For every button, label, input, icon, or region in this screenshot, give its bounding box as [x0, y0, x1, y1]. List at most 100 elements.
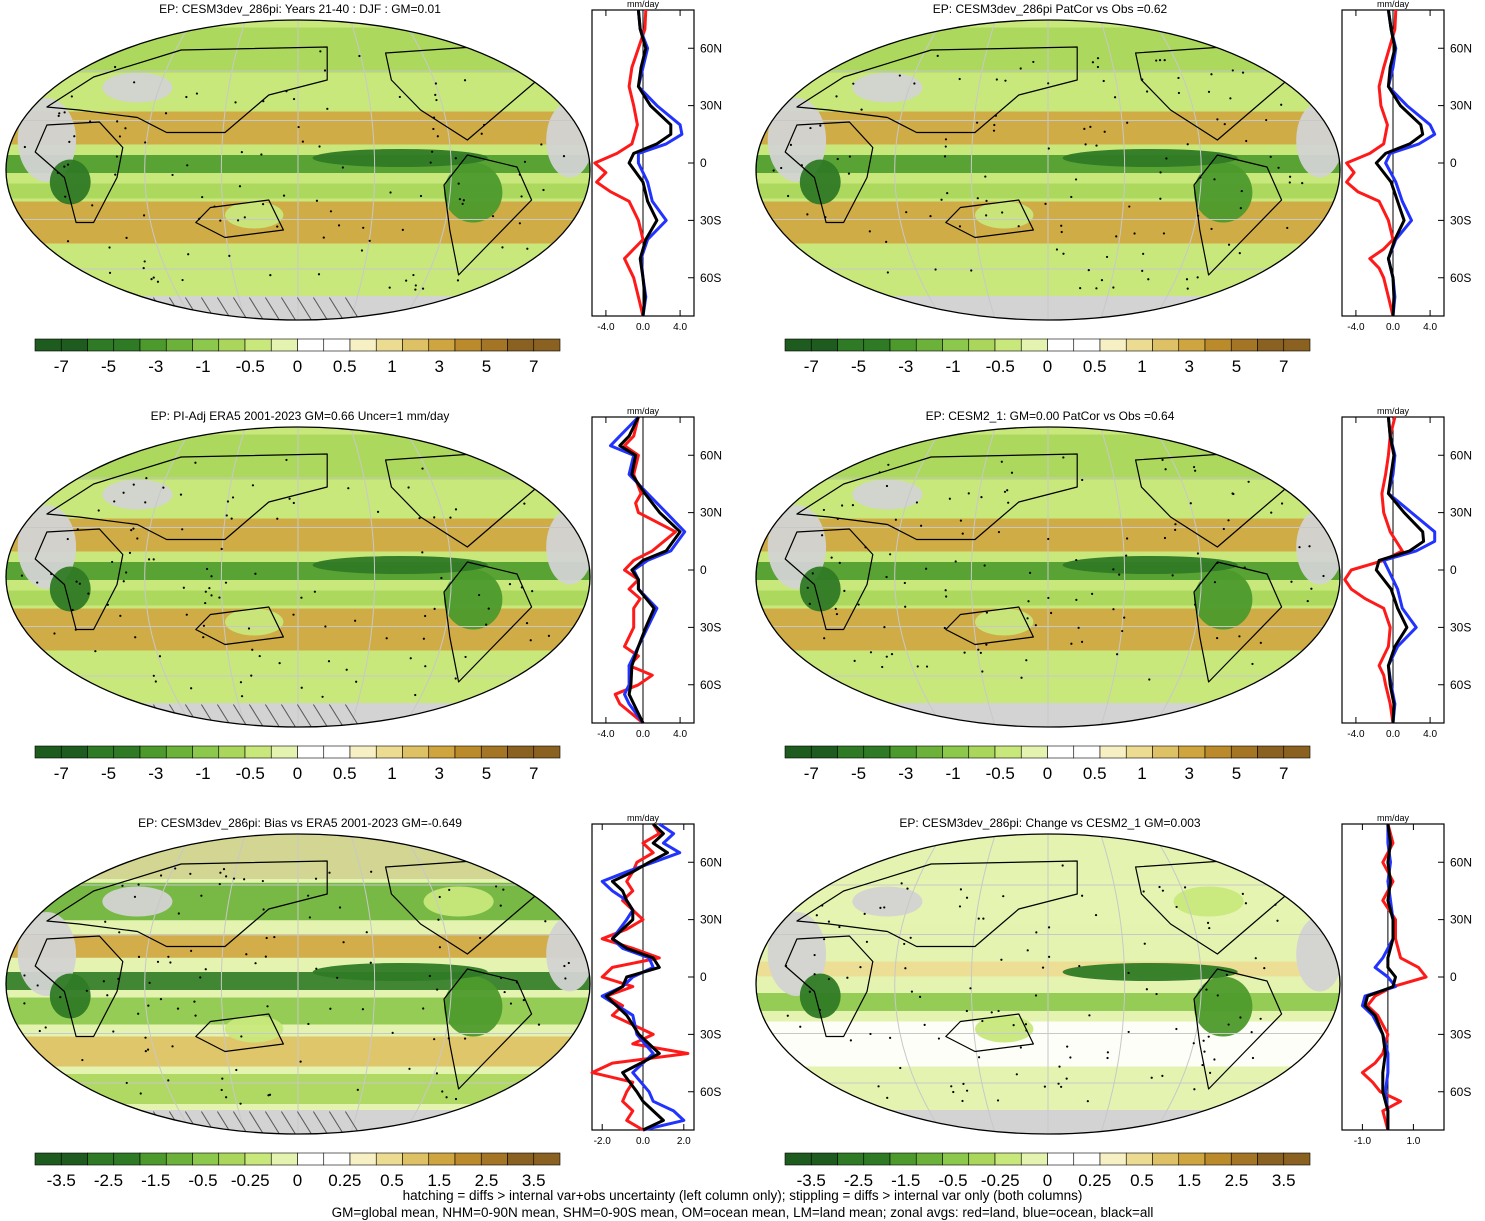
colorbar-tick-label: -1 [945, 357, 960, 376]
colorbar: -7 -5 -3 -1 -0.5 0 0.5 1 3 5 7 [784, 745, 1311, 783]
colorbar-swatch [1099, 1152, 1127, 1166]
colorbar-swatch [1099, 338, 1127, 352]
colorbar-swatch [915, 1152, 943, 1166]
profile-ytick-label: 30S [700, 1027, 721, 1041]
map-panel: EP: PI-Adj ERA5 2001-2023 GM=0.66 Uncer=… [0, 406, 742, 814]
colorbar-tick-label: -3.5 [47, 1171, 76, 1190]
colorbar-tick-label: -0.5 [236, 764, 265, 783]
colorbar-swatch [915, 745, 943, 759]
colorbar-tick-label: 1 [387, 764, 396, 783]
colorbar-tick-label: 0 [293, 764, 302, 783]
colorbar-tick-label: -1 [945, 764, 960, 783]
colorbar-swatch [375, 338, 403, 352]
colorbar-swatch [1125, 745, 1153, 759]
colorbar-swatch [994, 1152, 1022, 1166]
profile-ytick-label: 30S [1450, 1027, 1471, 1041]
profile-ytick-label: 0 [1450, 970, 1457, 984]
colorbar-tick-label: 7 [1279, 764, 1288, 783]
colorbar-swatch [1230, 745, 1258, 759]
map-panel: EP: CESM3dev_286pi PatCor vs Obs =0.62 -7… [750, 0, 1485, 407]
profile-xtick-label: 0.0 [636, 322, 650, 333]
profile-ytick-label: 60N [700, 41, 722, 55]
colorbar-swatch [480, 745, 508, 759]
colorbar-tick-label: -3 [898, 764, 913, 783]
colorbar-tick-label: -1 [195, 764, 210, 783]
profile-ytick-label: 60S [1450, 678, 1471, 692]
profile-ytick-label: 30S [1450, 213, 1471, 227]
zonal-profile: mm/day -4.0 0.0 4.0 60N 30N 0 30S 60S [591, 0, 722, 333]
map-panel: EP: CESM3dev_286pi: Change vs CESM2_1 GM… [750, 813, 1485, 1221]
profile-line-all [1374, 416, 1426, 724]
colorbar-swatch [244, 338, 272, 352]
colorbar-swatch [533, 1152, 561, 1166]
zonal-profile: mm/day -4.0 0.0 4.0 60N 30N 0 30S 60S [1341, 0, 1472, 333]
colorbar-tick-label: -7 [54, 764, 69, 783]
colorbar-swatch [994, 745, 1022, 759]
profile-ytick-label: 60S [1450, 1085, 1471, 1099]
profile-xtick-label: 4.0 [673, 322, 687, 333]
panel-title: EP: CESM3dev_286pi: Bias vs ERA5 2001-20… [138, 816, 462, 830]
profile-ytick-label: 60N [1450, 41, 1472, 55]
profile-ytick-label: 60N [1450, 448, 1472, 462]
profile-xtick-label: 0.0 [1386, 729, 1400, 740]
colorbar-swatch [968, 745, 996, 759]
colorbar: -3.5 -2.5 -1.5 -0.5 -0.25 0 0.25 0.5 1.5 2.5 3.5 [784, 1152, 1311, 1190]
panel-title: EP: CESM3dev_286pi: Change vs CESM2_1 GM… [899, 816, 1201, 830]
colorbar-swatch [784, 1152, 812, 1166]
colorbar-tick-label: 3 [1185, 357, 1194, 376]
colorbar-swatch [507, 1152, 535, 1166]
colorbar-swatch [270, 338, 298, 352]
colorbar-tick-label: 2.5 [1225, 1171, 1249, 1190]
colorbar-swatch [1047, 745, 1075, 759]
colorbar-swatch [889, 1152, 917, 1166]
colorbar-tick-label: -0.5 [938, 1171, 967, 1190]
colorbar-tick-label: 5 [1232, 357, 1241, 376]
profile-line-ocean [609, 415, 687, 724]
profile-ytick-label: 30N [1450, 913, 1472, 927]
colorbar-swatch [139, 745, 167, 759]
profile-ytick-label: 60S [700, 678, 721, 692]
profile-line-all [604, 822, 669, 1132]
colorbar-tick-label: 0 [293, 357, 302, 376]
profile-line-ocean [1360, 824, 1397, 1130]
colorbar-tick-label: -5 [851, 357, 866, 376]
colorbar-swatch [165, 338, 193, 352]
colorbar-swatch [533, 338, 561, 352]
colorbar-swatch [1204, 745, 1232, 759]
colorbar-swatch [165, 1152, 193, 1166]
colorbar-swatch [1204, 338, 1232, 352]
colorbar-swatch [60, 338, 88, 352]
colorbar-swatch [1257, 1152, 1285, 1166]
profile-ytick-label: 60N [700, 448, 722, 462]
profile-line-land [1343, 416, 1404, 724]
colorbar-swatch [507, 338, 535, 352]
colorbar-swatch [889, 745, 917, 759]
colorbar-swatch [218, 338, 246, 352]
map-panel: EP: CESM2_1: GM=0.00 PatCor vs Obs =0.64… [750, 406, 1485, 814]
colorbar-swatch [60, 1152, 88, 1166]
colorbar-tick-label: 0.25 [328, 1171, 361, 1190]
world-map [5, 833, 591, 1135]
colorbar-tick-label: 0.5 [380, 1171, 404, 1190]
colorbar-swatch [454, 1152, 482, 1166]
colorbar-swatch [889, 338, 917, 352]
profile-xtick-label: 4.0 [1423, 729, 1437, 740]
colorbar-swatch [270, 1152, 298, 1166]
colorbar-tick-label: 2.5 [475, 1171, 499, 1190]
colorbar-swatch [402, 338, 430, 352]
colorbar-tick-label: 1.5 [1177, 1171, 1201, 1190]
colorbar-swatch [34, 1152, 62, 1166]
colorbar-swatch [863, 338, 891, 352]
profile-ytick-label: 30N [700, 506, 722, 520]
colorbar-tick-label: -0.25 [231, 1171, 270, 1190]
profile-xtick-label: 0.0 [1386, 322, 1400, 333]
colorbar-swatch [533, 745, 561, 759]
profile-ytick-label: 30N [1450, 99, 1472, 113]
colorbar-swatch [297, 338, 325, 352]
colorbar-swatch [1283, 1152, 1311, 1166]
colorbar-swatch [1152, 338, 1180, 352]
colorbar-tick-label: -2.5 [844, 1171, 873, 1190]
colorbar-swatch [1125, 338, 1153, 352]
colorbar-swatch [915, 338, 943, 352]
profile-ytick-label: 60S [1450, 271, 1471, 285]
